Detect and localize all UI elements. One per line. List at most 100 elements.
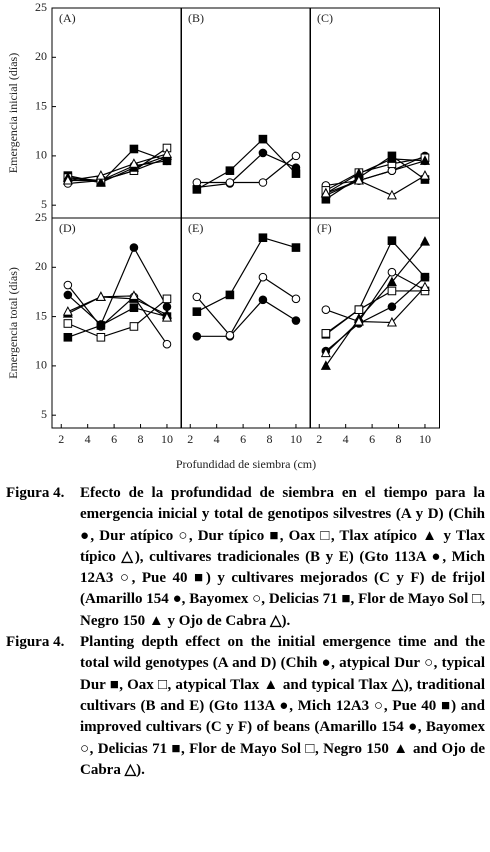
y-tick-label: 10 (35, 358, 47, 372)
series-line (196, 276, 297, 337)
x-tick-label: 6 (240, 432, 246, 446)
marker-square (387, 286, 397, 296)
y-tick-label: 15 (35, 98, 47, 112)
panel-label: (F) (317, 221, 332, 235)
marker-square (387, 236, 397, 245)
x-tick-label: 2 (187, 432, 193, 446)
plot-frame (51, 7, 182, 219)
series-line (325, 158, 426, 194)
y-tick-label: 5 (41, 197, 47, 211)
marker-square (96, 332, 106, 342)
marker-square (129, 322, 139, 331)
marker-square (129, 303, 139, 313)
marker-circle (258, 178, 268, 187)
caption-paragraph: Figura 4. Planting depth effect on the in… (6, 632, 485, 781)
marker-circle (129, 243, 139, 252)
series-line (196, 299, 297, 337)
marker-triangle (353, 174, 364, 185)
marker-triangle (386, 189, 397, 200)
series-line (196, 138, 297, 190)
marker-circle (387, 302, 397, 312)
marker-square (192, 185, 202, 194)
marker-triangle (95, 170, 106, 180)
series-line (67, 298, 168, 338)
caption-label: Figura 4. (6, 634, 65, 651)
caption-label: Figura 4. (6, 485, 65, 501)
marker-triangle (320, 360, 331, 370)
caption: Figura 4. Efecto de la profundidad de sie… (6, 483, 485, 781)
marker-square (63, 319, 73, 328)
panel-label: (C) (317, 11, 333, 25)
marker-circle (291, 294, 301, 304)
series-line (325, 286, 426, 354)
series-line (196, 155, 297, 184)
x-tick-label: 6 (369, 432, 375, 446)
series-line (67, 284, 168, 345)
marker-triangle (419, 170, 430, 180)
x-tick-label: 8 (396, 432, 402, 446)
y-tick-label: 25 (35, 0, 47, 14)
x-tick-label: 10 (161, 432, 173, 446)
x-tick-label: 8 (138, 432, 144, 446)
y-axis-label: Emergencia total (días) (6, 267, 20, 379)
caption-paragraph: Figura 4. Efecto de la profundidad de sie… (6, 483, 485, 632)
marker-triangle (320, 187, 331, 198)
marker-square (291, 243, 301, 252)
marker-circle (225, 331, 235, 340)
x-tick-label: 8 (267, 432, 273, 446)
y-tick-label: 20 (35, 259, 47, 273)
x-tick-label: 6 (111, 432, 117, 446)
marker-triangle (128, 158, 139, 168)
marker-triangle (320, 347, 331, 358)
series-line (325, 175, 426, 196)
marker-square (192, 307, 202, 316)
series-line (67, 153, 168, 182)
marker-triangle (62, 306, 73, 316)
marker-circle (291, 151, 301, 161)
series-line (67, 155, 168, 184)
marker-triangle (386, 276, 397, 287)
marker-circle (258, 295, 268, 305)
series-line (196, 237, 297, 313)
x-axis-label: Profundidad de siembra (cm) (176, 457, 316, 471)
series-line (67, 148, 168, 184)
marker-circle (291, 316, 301, 325)
caption-text: Planting depth effect on the initial eme… (80, 634, 485, 778)
x-tick-label: 2 (316, 432, 322, 446)
marker-circle (387, 267, 397, 277)
series-line (325, 239, 426, 335)
marker-square (420, 272, 430, 282)
marker-circle (63, 290, 73, 300)
plot-frame (309, 217, 440, 429)
marker-triangle (128, 290, 139, 300)
marker-triangle (419, 155, 430, 165)
marker-triangle (95, 291, 106, 301)
y-tick-label: 5 (41, 407, 47, 421)
panel-label: (D) (59, 221, 76, 235)
series-line (67, 246, 168, 326)
series-line (325, 241, 426, 367)
marker-square (258, 134, 268, 144)
marker-circle (192, 332, 202, 341)
series-line (196, 152, 297, 189)
series-line (325, 157, 426, 191)
marker-square (96, 321, 106, 330)
plot-frame (180, 217, 311, 429)
marker-square (63, 332, 73, 342)
marker-circle (258, 272, 268, 282)
y-axis-label: Emergencia inicial (días) (6, 53, 20, 173)
marker-triangle (353, 315, 364, 326)
x-tick-label: 10 (419, 432, 431, 446)
marker-circle (63, 280, 73, 290)
x-tick-label: 4 (343, 432, 349, 446)
marker-triangle (419, 236, 430, 246)
marker-triangle (386, 153, 397, 163)
y-tick-label: 25 (35, 210, 47, 224)
marker-circle (192, 292, 202, 302)
marker-square (162, 294, 172, 304)
marker-circle (162, 339, 172, 349)
series-line (325, 271, 426, 323)
series-line (325, 276, 426, 352)
x-tick-label: 4 (85, 432, 91, 446)
